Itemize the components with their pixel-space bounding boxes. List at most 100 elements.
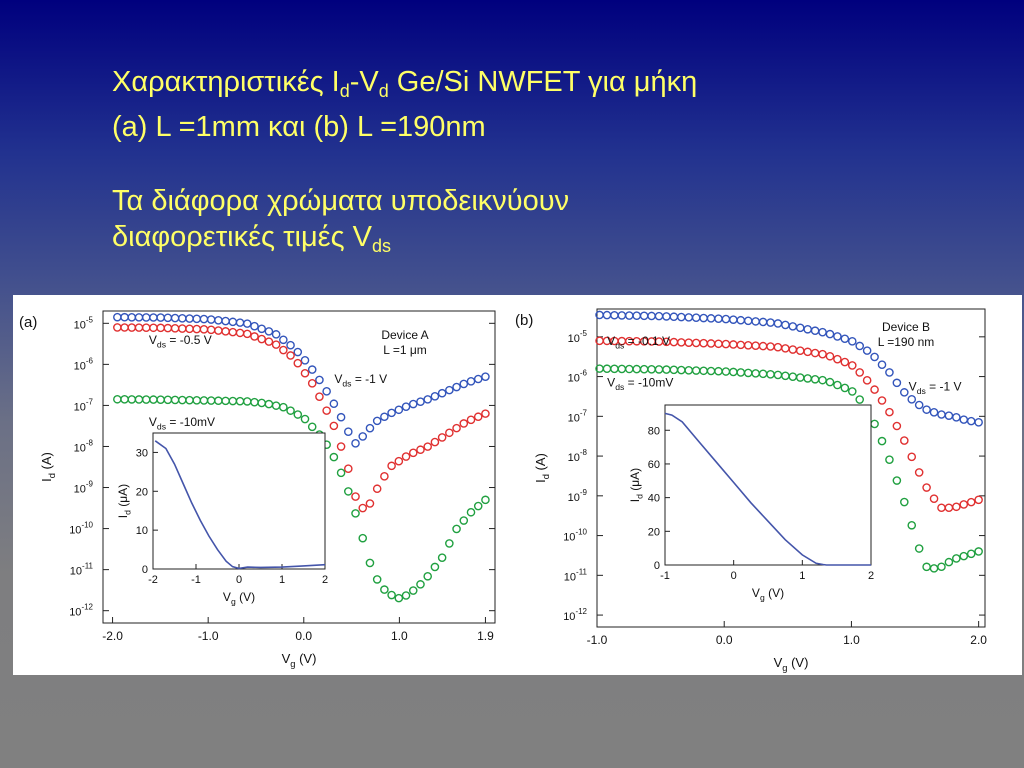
- data-point-red: [394, 456, 404, 466]
- data-point-blue: [825, 329, 835, 339]
- data-point-blue: [127, 312, 137, 322]
- data-point-blue: [170, 313, 180, 323]
- data-point-blue: [322, 387, 331, 396]
- data-point-red: [170, 324, 180, 333]
- data-point-blue: [199, 314, 209, 324]
- inset-x-tick-label: -1: [660, 570, 670, 582]
- data-point-green: [818, 375, 827, 385]
- subtitle-sub: ds: [371, 236, 391, 256]
- y-tick-label: 10-11: [564, 567, 588, 583]
- slide-subtitle: Τα διάφορα χρώματα υποδεικνύουν διαφορετ…: [112, 183, 992, 264]
- data-point-red: [134, 323, 144, 332]
- data-point-green: [758, 369, 768, 379]
- data-point-green: [751, 369, 760, 378]
- plot-frame: [596, 308, 986, 628]
- data-point-blue: [271, 330, 281, 339]
- data-point-red: [743, 340, 753, 350]
- inset-x-tick-label: 0: [731, 570, 737, 582]
- data-point-blue: [156, 313, 165, 322]
- subtitle-line1: Τα διάφορα χρώματα υποδεικνύουν: [112, 185, 570, 217]
- data-point-red: [929, 494, 939, 504]
- data-point-red: [766, 342, 775, 351]
- data-point-red: [416, 445, 425, 455]
- data-point-green: [264, 399, 274, 409]
- data-point-blue: [214, 316, 223, 325]
- data-point-green: [610, 364, 619, 374]
- inset-x-tick-label: 2: [322, 574, 328, 586]
- data-point-green: [473, 501, 483, 511]
- data-point-blue: [221, 316, 230, 326]
- x-tick-label: 0.0: [295, 629, 312, 643]
- data-point-blue: [459, 379, 469, 389]
- x-axis-label: Vg (V): [774, 655, 809, 673]
- data-point-green: [423, 571, 432, 581]
- data-point-green: [365, 558, 375, 568]
- vds-annotation: Vds = -10mV: [607, 376, 673, 393]
- data-point-red: [322, 406, 331, 415]
- data-point-blue: [885, 368, 894, 377]
- data-point-green: [351, 509, 360, 518]
- data-point-red: [966, 497, 976, 507]
- data-point-blue: [743, 316, 753, 326]
- x-tick-label: 1.0: [391, 629, 408, 643]
- data-point-red: [706, 339, 716, 348]
- inset-y-tick-label: 40: [648, 493, 660, 505]
- inset-y-axis-label: Id (μA): [628, 468, 645, 502]
- data-point-green: [437, 553, 447, 562]
- device-label: L =190 nm: [878, 335, 935, 349]
- data-point-green: [729, 367, 738, 377]
- data-point-green: [714, 366, 723, 376]
- data-point-red: [877, 396, 887, 405]
- data-point-blue: [401, 402, 411, 411]
- data-point-blue: [141, 313, 151, 322]
- data-point-green: [922, 562, 931, 572]
- data-point-blue: [408, 399, 418, 409]
- data-point-green: [788, 372, 798, 381]
- data-point-green: [944, 557, 954, 567]
- data-point-green: [647, 365, 656, 374]
- data-point-blue: [818, 327, 827, 337]
- data-point-green: [907, 520, 917, 530]
- data-point-blue: [892, 378, 902, 388]
- data-point-blue: [235, 318, 245, 327]
- data-point-blue: [336, 412, 346, 422]
- data-point-green: [257, 398, 266, 408]
- data-point-green: [825, 377, 835, 387]
- data-point-green: [221, 396, 230, 406]
- data-point-red: [250, 332, 259, 341]
- data-point-red: [781, 344, 790, 353]
- data-point-red: [163, 323, 173, 333]
- data-point-blue: [286, 340, 295, 350]
- data-point-green: [766, 370, 775, 379]
- data-point-red: [365, 499, 375, 508]
- data-point-green: [387, 590, 396, 600]
- data-point-green: [394, 593, 404, 603]
- data-point-blue: [877, 360, 887, 370]
- data-point-red: [684, 338, 694, 347]
- data-point-green: [466, 507, 476, 517]
- data-point-green: [185, 395, 194, 405]
- data-point-blue: [177, 314, 187, 323]
- data-point-green: [803, 374, 812, 383]
- data-point-green: [344, 487, 353, 496]
- data-point-red: [156, 323, 165, 333]
- data-point-blue: [279, 335, 288, 345]
- data-point-red: [242, 329, 252, 339]
- data-point-blue: [624, 311, 634, 320]
- data-point-blue: [149, 313, 158, 322]
- data-point-green: [329, 452, 339, 462]
- data-point-blue: [481, 372, 490, 381]
- y-tick-label: 10-7: [568, 408, 588, 424]
- data-point-red: [437, 433, 447, 442]
- data-point-green: [870, 419, 879, 429]
- data-point-blue: [729, 315, 738, 324]
- data-point-blue: [795, 323, 805, 333]
- data-point-red: [788, 345, 798, 354]
- data-point-green: [149, 395, 158, 404]
- data-point-red: [473, 412, 483, 422]
- inset-y-tick-label: 0: [654, 560, 660, 572]
- data-point-red: [825, 351, 835, 361]
- data-point-red: [900, 436, 909, 445]
- data-point-red: [177, 324, 187, 333]
- data-point-blue: [677, 312, 686, 322]
